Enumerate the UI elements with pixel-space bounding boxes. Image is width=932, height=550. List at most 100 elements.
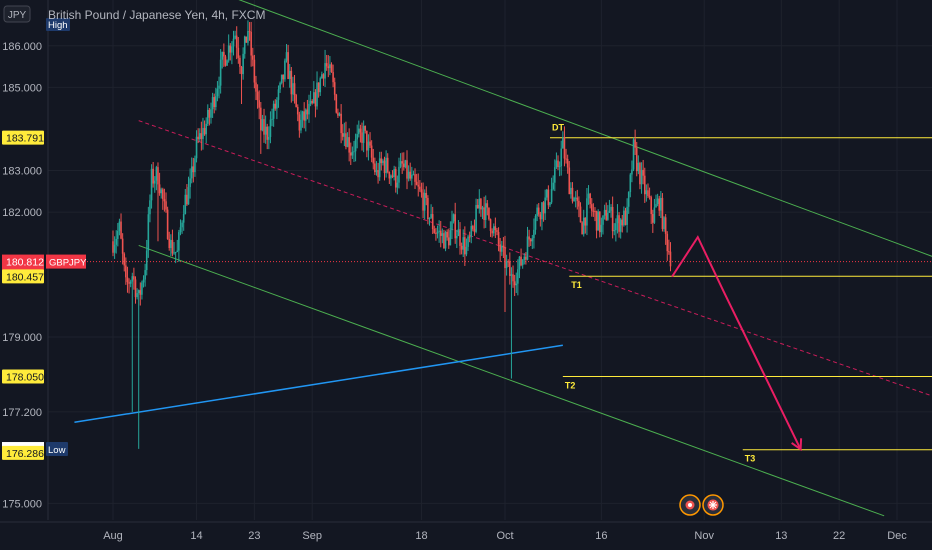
y-tick-label: 183.000	[2, 166, 42, 178]
candle	[475, 198, 477, 234]
candle	[507, 259, 510, 267]
candle	[509, 252, 511, 285]
candle	[287, 44, 289, 80]
candle	[322, 73, 325, 86]
channel-upper-line[interactable]	[229, 0, 932, 260]
candle	[422, 182, 424, 219]
pair-badge[interactable]: JPY	[8, 10, 27, 21]
candle	[153, 176, 156, 193]
candle	[611, 196, 614, 239]
candle	[565, 148, 567, 164]
candle	[406, 150, 408, 190]
candle	[113, 236, 116, 259]
candle	[354, 133, 357, 162]
candle	[163, 188, 166, 212]
candle	[301, 110, 304, 128]
candle	[285, 44, 288, 63]
calendar-event-icon[interactable]	[679, 494, 701, 516]
candle	[489, 218, 492, 237]
candle	[168, 231, 171, 251]
candle	[669, 242, 672, 272]
candle	[223, 43, 225, 67]
candle	[166, 206, 169, 240]
y-tick-label: 182.000	[2, 207, 42, 219]
candle	[573, 196, 575, 202]
candle	[215, 87, 217, 111]
candle	[552, 175, 554, 191]
y-tick-label: 186.000	[2, 41, 42, 53]
svg-text:176.286: 176.286	[6, 448, 44, 460]
economic-event-icon[interactable]	[702, 494, 724, 516]
candle	[198, 128, 201, 142]
event-badges[interactable]	[679, 494, 724, 516]
candle	[391, 170, 394, 179]
candle	[456, 229, 458, 249]
candle	[492, 223, 495, 237]
candle	[401, 152, 403, 174]
projection-path[interactable]	[671, 235, 802, 450]
candle	[170, 234, 172, 257]
candle	[650, 195, 652, 224]
candle	[141, 280, 143, 300]
price-label-dt: 183.791	[2, 130, 44, 145]
candle	[264, 115, 267, 144]
candle	[274, 99, 277, 111]
candle	[664, 214, 667, 245]
candle	[216, 81, 219, 102]
candle	[629, 172, 632, 198]
drawings[interactable]: DT T1 T2 T3	[48, 0, 932, 517]
candle	[515, 272, 518, 293]
channel-mid-line[interactable]	[138, 120, 932, 400]
x-tick-label: 16	[595, 530, 607, 542]
price-labels: High183.791180.81254:06GBPJPY180.457178.…	[2, 18, 87, 460]
candle	[382, 158, 384, 166]
candle	[480, 197, 482, 217]
projection-drawings[interactable]	[671, 235, 803, 452]
candle	[316, 71, 318, 110]
channel-lower-line[interactable]	[138, 244, 885, 517]
candle	[279, 81, 281, 93]
time-axis-bg	[0, 522, 932, 550]
candle	[229, 43, 232, 61]
candle	[197, 128, 199, 144]
symbol-header[interactable]: JPY British Pound / Japanese Yen, 4h, FX…	[3, 5, 265, 23]
candle	[194, 155, 196, 177]
candle	[608, 199, 611, 214]
candle	[499, 237, 501, 262]
candle	[375, 161, 378, 176]
candle	[137, 289, 140, 449]
candle	[256, 84, 259, 109]
x-tick-label: 22	[833, 530, 845, 542]
candle	[655, 194, 657, 208]
candle	[158, 172, 161, 196]
x-tick-label: Dec	[887, 530, 907, 542]
candle	[280, 74, 283, 85]
candle	[598, 211, 601, 238]
pair-badge-bg[interactable]	[3, 5, 31, 23]
candle	[174, 251, 177, 264]
candle	[192, 157, 195, 183]
candle	[640, 162, 643, 194]
candle	[133, 267, 135, 290]
candle	[525, 252, 527, 265]
y-tick-label: 175.000	[2, 498, 42, 510]
candle	[157, 162, 159, 242]
time-ticks: Aug 14 23 Sep 18 Oct 16 Nov 13 22 Dec	[103, 530, 907, 542]
candle	[653, 198, 656, 224]
support-trendline[interactable]	[74, 344, 563, 423]
candle	[266, 123, 269, 150]
candle	[171, 229, 174, 257]
svg-text:178.050: 178.050	[6, 371, 44, 383]
candle	[541, 201, 543, 231]
candle	[303, 102, 305, 129]
candle	[147, 206, 150, 258]
candle	[388, 171, 391, 185]
candle	[226, 59, 228, 66]
candle	[550, 177, 553, 205]
time-axis[interactable]	[0, 521, 932, 550]
candle	[626, 198, 628, 233]
candle	[240, 65, 243, 104]
candle	[436, 225, 439, 239]
